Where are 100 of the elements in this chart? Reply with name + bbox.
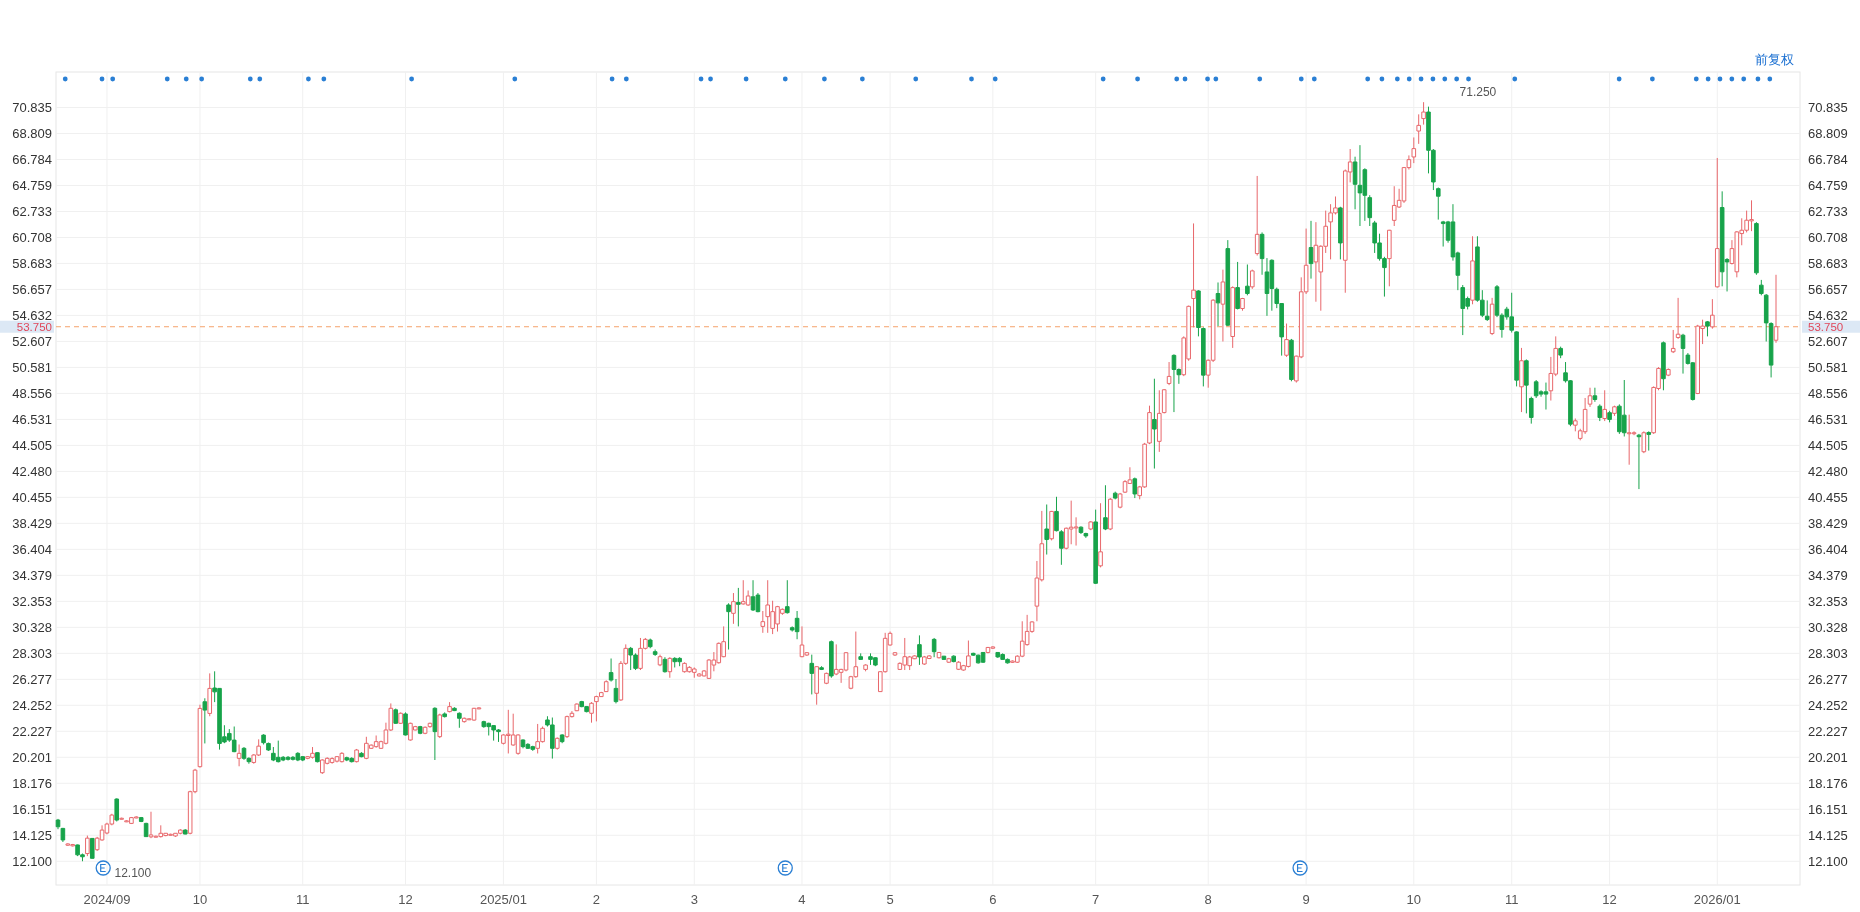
- candlestick: [667, 656, 673, 679]
- candlestick: [1152, 378, 1157, 470]
- y2-tick-label: 54.632: [1808, 307, 1848, 323]
- candlestick: [197, 704, 203, 769]
- x-tick-label: 11: [1504, 892, 1519, 907]
- candlestick: [1543, 382, 1549, 411]
- text: 前复权: [1755, 52, 1794, 67]
- candlestick: [1705, 320, 1710, 337]
- candlestick: [980, 651, 986, 664]
- candlestick: [89, 837, 95, 860]
- candlestick: [1519, 347, 1524, 413]
- candlestick: [1059, 529, 1064, 566]
- candlestick: [760, 610, 766, 634]
- candlestick: [1240, 297, 1245, 312]
- candlestick: [65, 842, 71, 847]
- candlestick: [1044, 503, 1050, 556]
- candlestick: [1680, 333, 1686, 375]
- candlestick: [1117, 492, 1123, 509]
- y-tick-label: 30.328: [12, 619, 52, 635]
- y2-tick-label: 42.480: [1808, 463, 1848, 479]
- y2-tick-label: 12.100: [1808, 853, 1848, 869]
- candlestick: [1484, 299, 1490, 322]
- y-tick-label: 56.657: [12, 281, 52, 297]
- candlestick: [1196, 289, 1201, 337]
- candlestick: [373, 734, 379, 749]
- y-tick-label: 38.429: [12, 515, 52, 531]
- y-tick-label: 68.809: [12, 125, 52, 141]
- x-tick-label: 12: [1602, 892, 1617, 907]
- candlestick: [447, 701, 452, 713]
- candlestick: [437, 713, 443, 739]
- candlestick: [657, 654, 663, 667]
- candlestick: [931, 637, 937, 658]
- y2-tick-label: 62.733: [1808, 203, 1848, 219]
- candlestick: [917, 634, 922, 666]
- x-tick-label: 6: [989, 892, 997, 907]
- candlestick: [809, 654, 815, 695]
- y2-tick-label: 70.835: [1808, 99, 1848, 115]
- candlestick: [1773, 274, 1779, 344]
- y2-tick-label: 60.708: [1808, 229, 1848, 245]
- y2-tick-label: 20.201: [1808, 749, 1848, 765]
- candlestick: [1641, 430, 1647, 454]
- ref-line-label: 53.750: [16, 320, 52, 333]
- y-tick-label: 54.632: [12, 307, 52, 323]
- y2-tick-label: 64.759: [1808, 177, 1848, 193]
- y2-tick-label: 52.607: [1808, 333, 1848, 349]
- candlestick: [652, 649, 658, 657]
- candlestick: [559, 733, 565, 744]
- candlestick: [1161, 388, 1167, 414]
- candlestick: [858, 652, 864, 661]
- candlestick: [119, 817, 124, 821]
- candlestick: [1470, 235, 1475, 305]
- candlestick: [995, 651, 1001, 659]
- candlestick: [354, 748, 359, 763]
- candlestick: [202, 697, 208, 744]
- candlestick: [1646, 430, 1652, 452]
- candlestick: [1612, 405, 1617, 417]
- y2-tick-label: 68.809: [1808, 125, 1848, 141]
- candlestick: [579, 700, 585, 708]
- candlestick: [1514, 330, 1519, 387]
- y-tick-label: 24.252: [12, 697, 52, 713]
- candlestick: [946, 657, 952, 664]
- y-tick-label: 40.455: [12, 489, 52, 505]
- candlestick: [1171, 353, 1177, 413]
- y-tick-label: 34.379: [12, 567, 52, 583]
- annotation: 12.100: [114, 866, 152, 881]
- x-tick-label: 5: [886, 892, 894, 907]
- candlestick: [990, 645, 996, 650]
- candlestick: [1416, 113, 1421, 145]
- candlestick: [765, 579, 771, 634]
- candlestick: [814, 665, 819, 706]
- candlestick: [1719, 190, 1725, 287]
- candlestick: [1592, 387, 1598, 403]
- candlestick: [951, 654, 957, 663]
- candlestick: [892, 651, 898, 657]
- candlestick: [726, 602, 731, 651]
- candlestick: [672, 656, 678, 668]
- candlestick: [525, 742, 531, 750]
- candlestick: [824, 672, 829, 685]
- candlestick: [1235, 261, 1240, 310]
- candlestick: [1357, 144, 1363, 227]
- candlestick: [1147, 405, 1152, 445]
- candlestick: [1225, 239, 1231, 327]
- candlestick: [1112, 491, 1118, 500]
- y2-tick-label: 48.556: [1808, 385, 1848, 401]
- candlestick: [1054, 496, 1059, 532]
- y-tick-label: 16.151: [12, 801, 52, 817]
- candlestick: [261, 733, 266, 745]
- candlestick: [1621, 379, 1627, 437]
- candlestick: [393, 708, 399, 725]
- candlestick: [1670, 329, 1676, 354]
- candlestick: [799, 625, 805, 658]
- y-tick-label: 20.201: [12, 749, 52, 765]
- candlestick: [829, 640, 834, 679]
- y-tick-label: 36.404: [12, 541, 52, 557]
- candlestick: [1754, 221, 1759, 276]
- y2-tick-label: 38.429: [1808, 515, 1848, 531]
- x-tick-label: 3: [690, 892, 698, 907]
- x-tick-label: 7: [1092, 892, 1100, 907]
- candlestick: [1049, 510, 1054, 541]
- candlestick: [736, 587, 741, 627]
